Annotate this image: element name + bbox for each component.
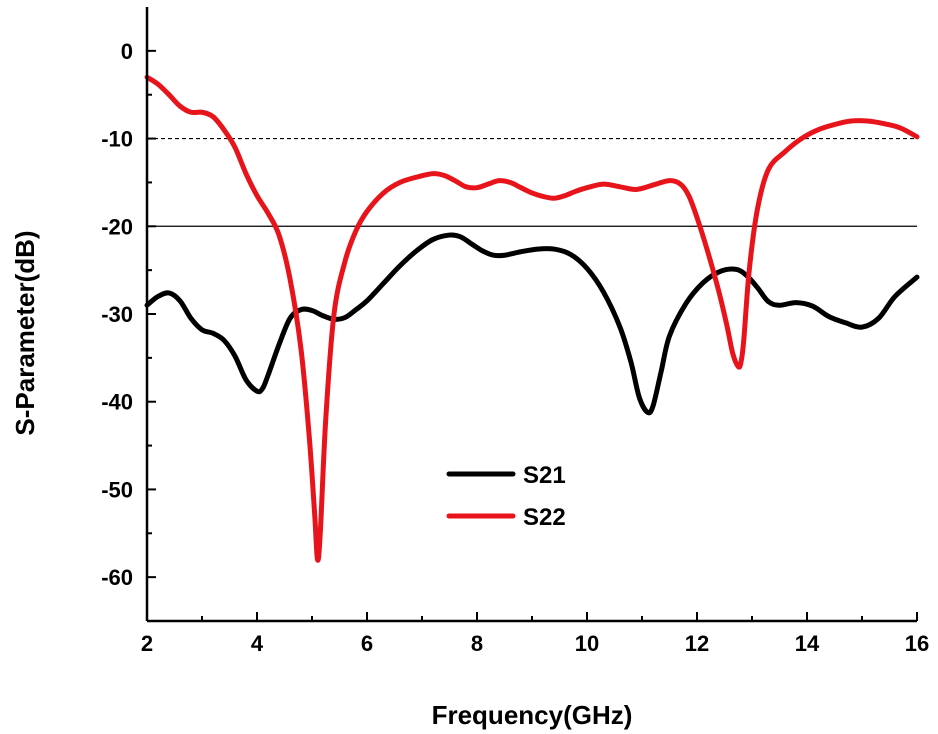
y-tick-label: -60 <box>101 565 133 590</box>
y-tick-label: -10 <box>101 127 133 152</box>
y-tick-label: -50 <box>101 477 133 502</box>
series-line-s22 <box>144 74 920 563</box>
series-layer <box>144 74 920 563</box>
x-axis-title: Frequency(GHz) <box>432 700 633 730</box>
x-tick-label: 12 <box>685 631 709 656</box>
series-line-s21 <box>144 232 920 416</box>
x-tick-label: 8 <box>471 631 483 656</box>
y-tick-label: -20 <box>101 214 133 239</box>
y-axis-title: S-Parameter(dB) <box>10 230 40 435</box>
y-tick-label: 0 <box>121 39 133 64</box>
reference-lines <box>147 137 917 227</box>
x-tick-label: 14 <box>795 631 820 656</box>
x-tick-label: 2 <box>141 631 153 656</box>
y-tick-label: -40 <box>101 390 133 415</box>
legend-label-s21: S21 <box>523 462 566 489</box>
legend: S21 S22 <box>446 462 566 531</box>
x-tick-label: 16 <box>905 631 929 656</box>
x-tick-label: 6 <box>361 631 373 656</box>
x-tick-label: 10 <box>575 631 599 656</box>
axes: 0 -10 -20 -30 -40 -50 -60 2 4 6 8 10 12 14 16 <box>101 7 929 656</box>
y-tick-label: -30 <box>101 302 133 327</box>
legend-label-s22: S22 <box>523 504 566 531</box>
x-tick-label: 4 <box>251 631 264 656</box>
